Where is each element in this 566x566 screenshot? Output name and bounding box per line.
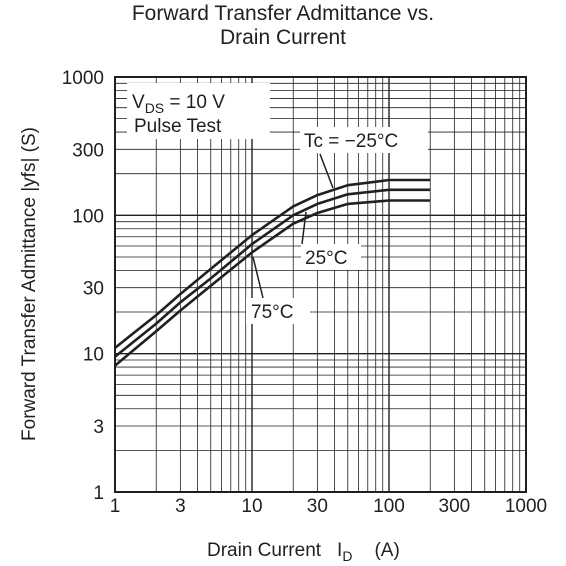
x-tick-label: 30 [307, 496, 328, 517]
x-axis-label: Drain Current ID (A) [207, 540, 400, 564]
y-tick-label: 30 [83, 279, 104, 300]
series-label-leader-3 [252, 256, 264, 299]
x-tick-label: 1000 [505, 496, 547, 517]
conditions-line-1: VDS = 10 V [132, 92, 225, 116]
y-tick-label: 10 [83, 345, 104, 366]
chart-title-line-2: Drain Current [219, 26, 347, 49]
x-tick-label: 10 [241, 496, 262, 517]
series-label-leader-1 [319, 153, 334, 189]
y-tick-label: 300 [72, 140, 104, 161]
y-tick-label: 3 [93, 417, 104, 438]
chart-title-line-1: Forward Transfer Admittance vs. [131, 2, 435, 25]
series-layer [114, 178, 431, 367]
y-tick-labels: 1 3 10 30 100 300 1000 [62, 68, 104, 504]
y-axis-label: Forward Transfer Admittance |yfs| (S) [19, 127, 40, 441]
x-tick-label: 100 [373, 496, 405, 517]
x-tick-label: 1 [110, 496, 121, 517]
series-line-1 [114, 178, 431, 349]
series-label-25c: 25°C [305, 248, 347, 269]
series-line-3 [114, 199, 431, 367]
x-tick-label: 3 [175, 496, 186, 517]
series-label-bg-2 [301, 244, 361, 270]
conditions-box-bg [127, 83, 270, 139]
series-label-bg-3 [246, 298, 310, 324]
series-label-75c: 75°C [251, 302, 293, 323]
y-tick-label: 1 [93, 483, 104, 504]
series-label-bg-1 [300, 127, 428, 153]
plot-frame [114, 76, 527, 493]
conditions-line-2: Pulse Test [134, 116, 222, 137]
series-label-leader-2 [301, 211, 307, 245]
series-line-2 [114, 188, 431, 358]
series-label-tc-minus25: Tc = −25°C [304, 131, 398, 152]
y-tick-label: 1000 [62, 68, 104, 89]
x-tick-labels: 1 3 10 30 100 300 1000 [110, 496, 547, 517]
y-tick-label: 100 [72, 206, 104, 227]
x-tick-label: 300 [439, 496, 471, 517]
